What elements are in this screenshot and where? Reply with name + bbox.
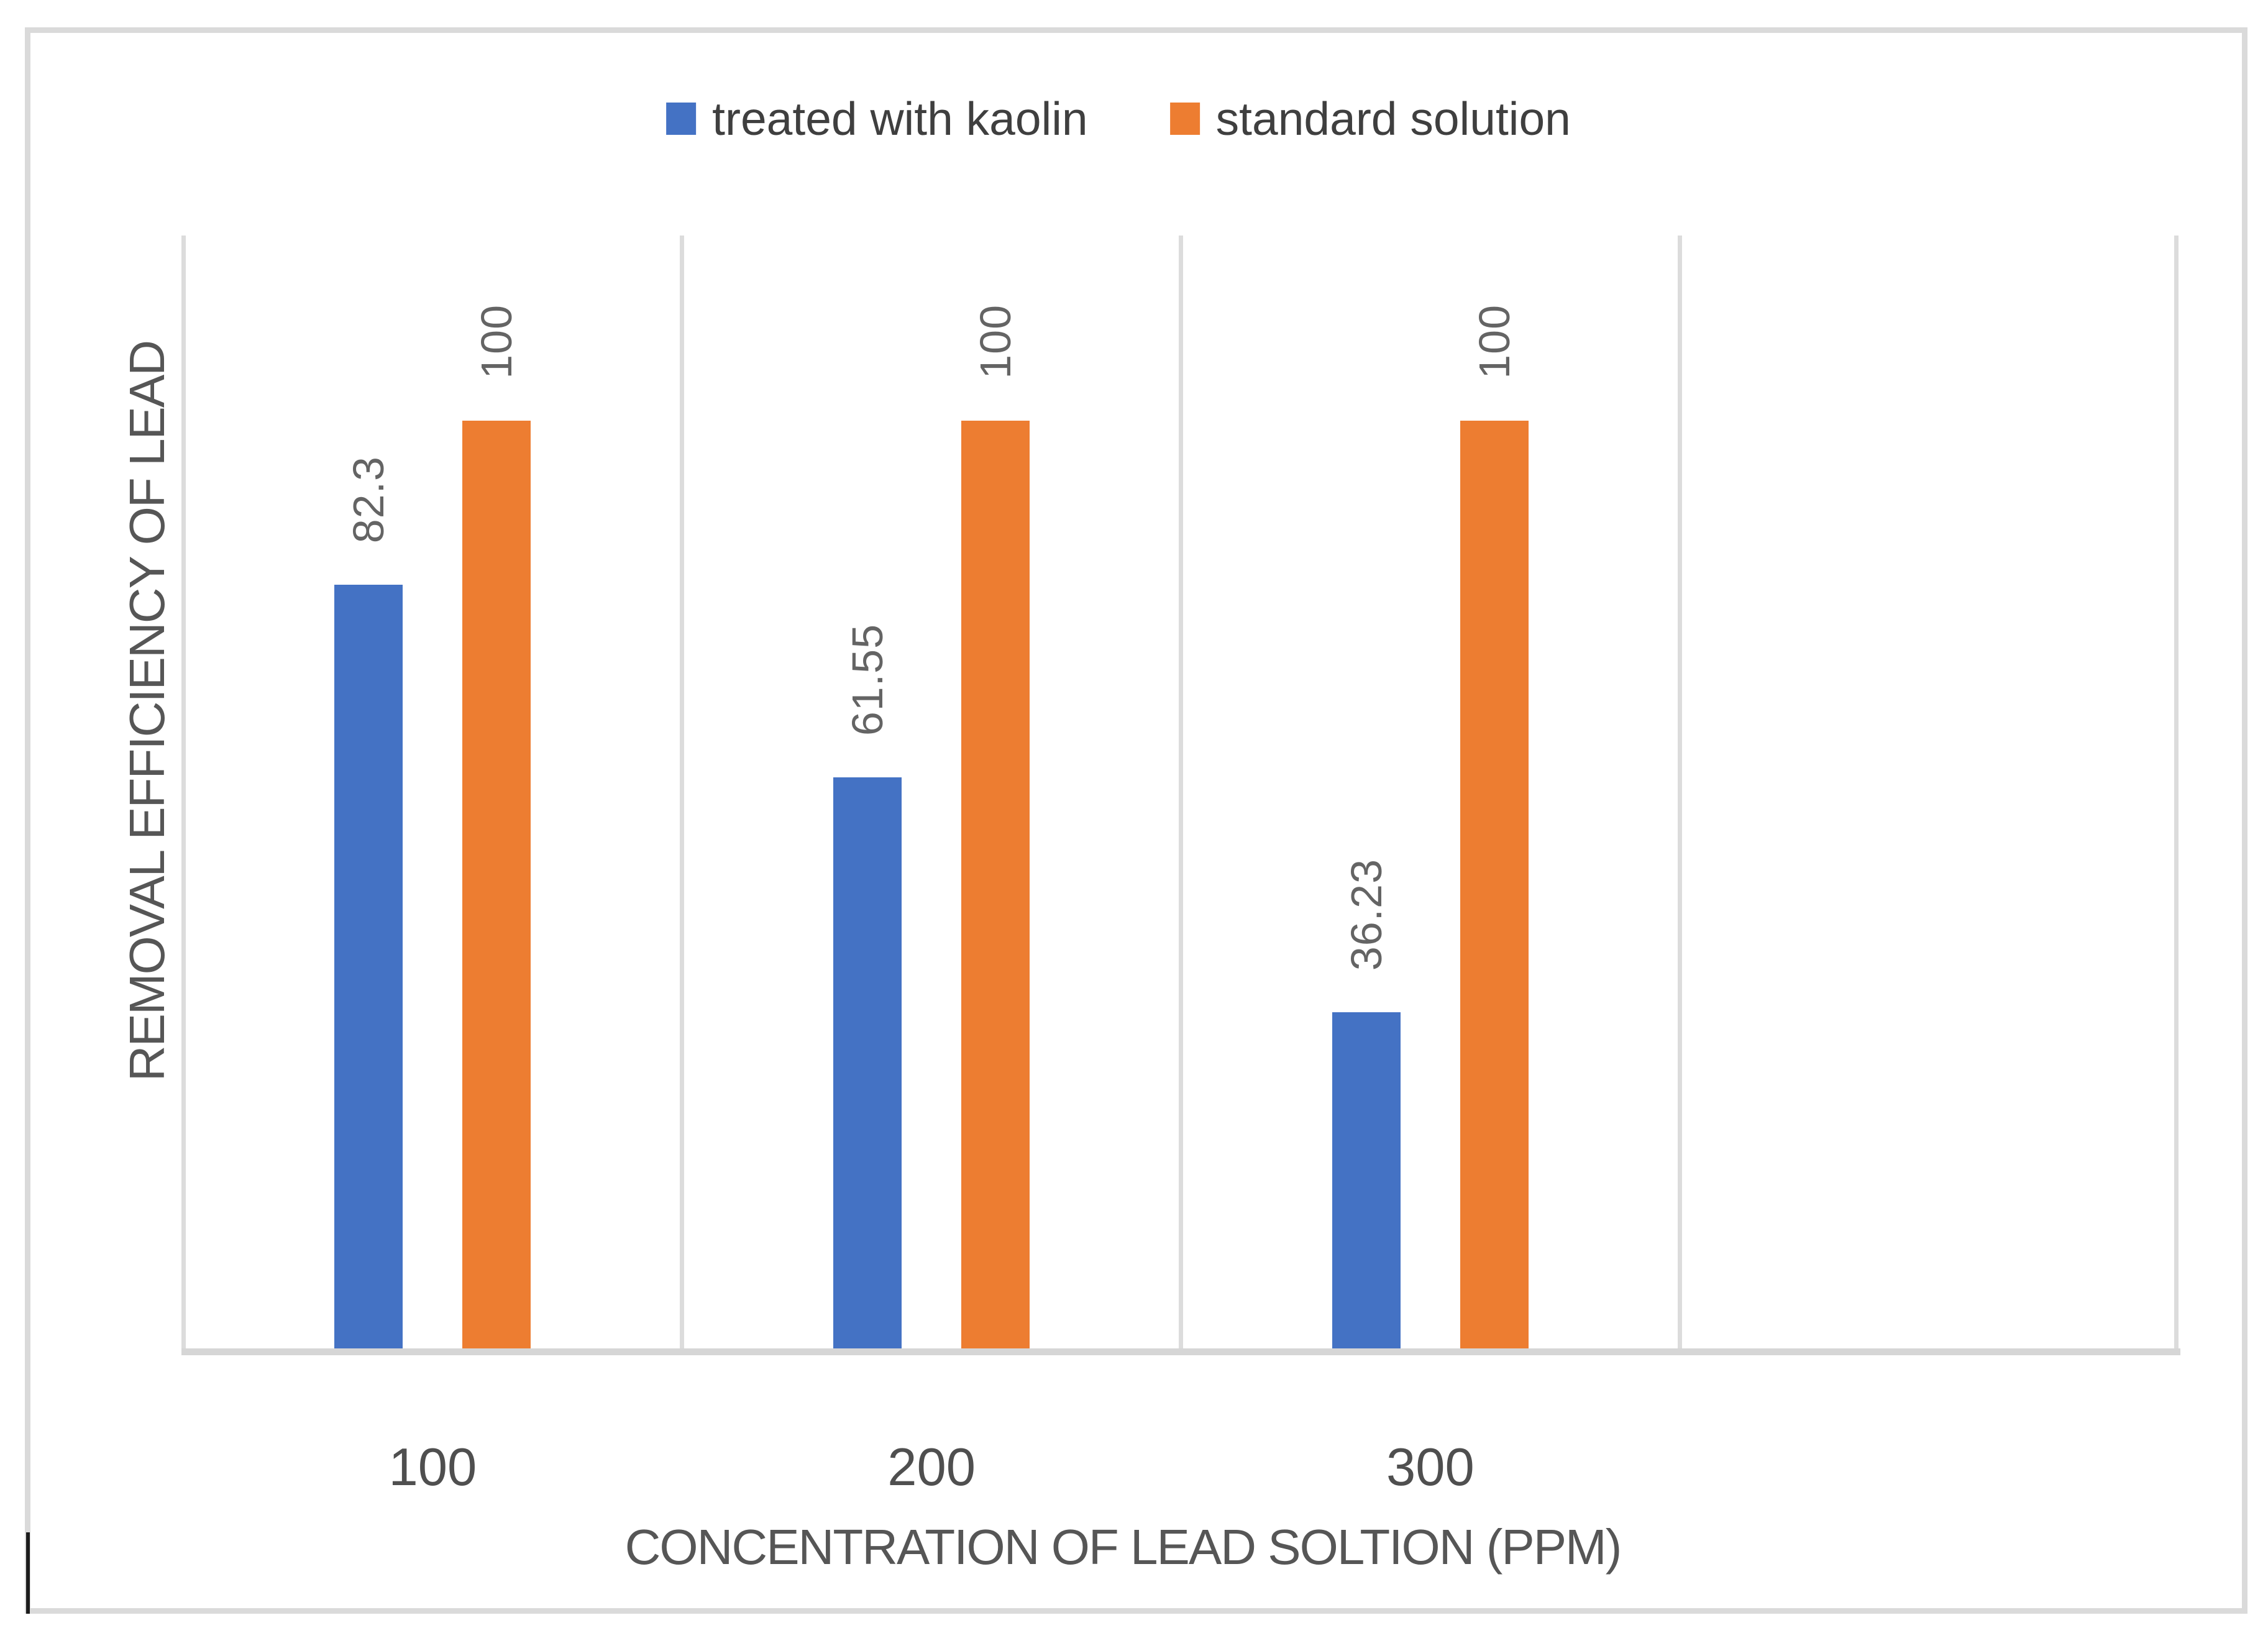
y-axis-title: REMOVAL EFFICIENCY OF LEAD: [119, 341, 175, 1082]
vertical-gridline: [680, 236, 685, 1348]
x-tick-100: 100: [388, 1438, 477, 1497]
data-label: 61.55: [843, 623, 892, 736]
data-label-box: 100: [434, 304, 559, 382]
plot-right-border: [2174, 236, 2179, 1348]
legend-label: treated with kaolin: [712, 93, 1088, 145]
bar-treated-with-kaolin-200[interactable]: [833, 777, 902, 1348]
x-axis-title: CONCENTRATION OF LEAD SOLTION (PPM): [624, 1519, 1622, 1575]
x-axis-line: [181, 1348, 2180, 1355]
bar-standard-solution-100[interactable]: [462, 421, 531, 1348]
bar-treated-with-kaolin-100[interactable]: [334, 585, 403, 1348]
x-tick-300: 300: [1386, 1438, 1475, 1497]
data-label-box: 100: [1432, 304, 1557, 382]
legend-swatch-blue-icon: [666, 103, 697, 135]
legend-item-treated-with-kaolin[interactable]: treated with kaolin: [666, 92, 1088, 145]
vertical-gridline: [1179, 236, 1183, 1348]
y-axis-line: [181, 236, 186, 1348]
bar-standard-solution-200[interactable]: [961, 421, 1030, 1348]
legend-label: standard solution: [1215, 93, 1571, 145]
chart-legend: treated with kaolin standard solution: [666, 92, 1571, 145]
y-axis-title-box: REMOVAL EFFICIENCY OF LEAD: [113, 174, 181, 1249]
stray-border-fragment: [26, 1532, 30, 1614]
figure-border: [25, 27, 2247, 1614]
bar-standard-solution-300[interactable]: [1460, 421, 1529, 1348]
data-label-box: 36.23: [1304, 859, 1429, 974]
data-label-box: 100: [933, 304, 1058, 382]
vertical-gridline: [1677, 236, 1682, 1348]
data-label-box: 82.3: [306, 456, 431, 546]
data-label: 82.3: [344, 455, 393, 543]
x-tick-200: 200: [887, 1438, 976, 1497]
data-label: 100: [971, 304, 1020, 379]
data-label: 36.23: [1342, 858, 1391, 971]
data-label: 100: [1470, 304, 1519, 379]
data-label-box: 61.55: [805, 624, 930, 739]
data-label: 100: [472, 304, 521, 379]
bar-treated-with-kaolin-300[interactable]: [1332, 1012, 1401, 1348]
legend-item-standard-solution[interactable]: standard solution: [1169, 92, 1571, 145]
legend-swatch-orange-icon: [1169, 103, 1200, 135]
